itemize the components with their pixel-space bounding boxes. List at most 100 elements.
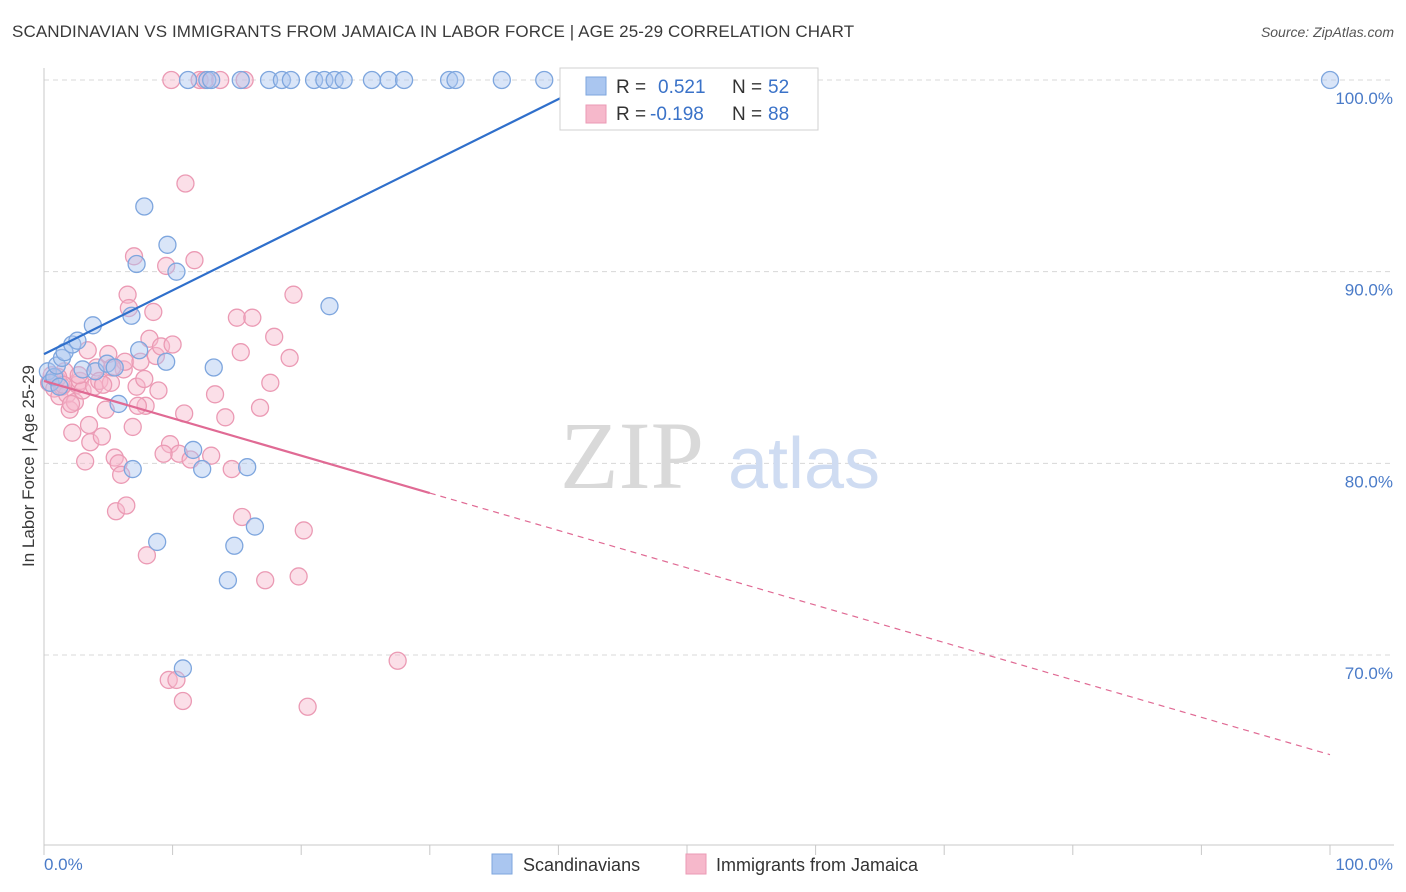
- data-point: [123, 459, 142, 479]
- series-legend: Scandinavians Immigrants from Jamaica: [491, 853, 919, 875]
- data-point: [231, 70, 250, 90]
- data-point: [163, 335, 182, 354]
- data-point: [162, 70, 181, 90]
- watermark: ZIP atlas: [560, 402, 880, 509]
- legend-r-label-blue: R =: [616, 77, 646, 98]
- data-point: [231, 343, 250, 362]
- data-point: [388, 651, 407, 670]
- data-point: [117, 496, 136, 515]
- data-point: [204, 358, 223, 377]
- data-point: [112, 465, 131, 484]
- data-point: [281, 70, 301, 90]
- legend-r-label-pink: R =: [616, 104, 646, 125]
- trend-line-pink-extension: [429, 492, 1331, 756]
- legend-n-value-blue: 52: [768, 77, 789, 98]
- data-point: [1320, 70, 1340, 90]
- data-point: [146, 346, 166, 366]
- data-point: [265, 327, 284, 346]
- data-point: [118, 285, 137, 304]
- data-point: [259, 70, 279, 90]
- data-point: [144, 302, 163, 322]
- data-point: [202, 446, 221, 465]
- data-point: [135, 369, 154, 389]
- legend-r-value-blue: 0.521: [658, 77, 706, 98]
- watermark-atlas: atlas: [728, 424, 880, 504]
- data-point: [235, 70, 254, 90]
- data-point: [202, 70, 221, 90]
- data-point: [169, 444, 189, 463]
- data-point: [149, 381, 168, 400]
- data-point: [298, 697, 317, 716]
- data-point: [130, 341, 149, 360]
- data-point: [135, 197, 154, 216]
- data-point: [114, 360, 133, 379]
- data-point: [76, 452, 95, 471]
- data-point: [222, 459, 241, 479]
- data-point: [362, 70, 382, 90]
- legend-n-label-pink: N =: [732, 104, 762, 125]
- data-point: [50, 377, 69, 396]
- data-point: [173, 659, 193, 678]
- data-point: [61, 394, 81, 414]
- data-point: [158, 235, 177, 254]
- axes: [43, 68, 1394, 855]
- data-point: [243, 308, 262, 327]
- legend-swatch-pink: [585, 104, 607, 124]
- data-point: [157, 256, 176, 276]
- data-point: [105, 358, 124, 377]
- data-point: [304, 70, 324, 90]
- data-point: [123, 417, 142, 437]
- data-point: [250, 398, 270, 417]
- source-credit: Source: ZipAtlas.com: [1260, 24, 1394, 40]
- trend-lines: [43, 79, 1331, 756]
- data-point: [439, 70, 459, 90]
- data-point: [238, 458, 257, 477]
- data-point: [284, 285, 303, 304]
- data-point: [394, 70, 414, 90]
- data-point: [216, 408, 235, 427]
- data-point: [173, 691, 193, 711]
- data-point: [294, 521, 313, 540]
- grid-lines: [44, 79, 1394, 656]
- y-tick-labels: 70.0% 80.0% 90.0% 100.0%: [1335, 89, 1393, 683]
- pink-series-points: [39, 70, 407, 716]
- y-axis-label: In Labor Force | Age 25-29: [19, 365, 38, 567]
- x-tick-max: 100.0%: [1335, 855, 1393, 874]
- legend-swatch-blue: [585, 76, 607, 96]
- data-point: [289, 567, 308, 586]
- bottom-legend-label-pink: Immigrants from Jamaica: [716, 855, 919, 875]
- data-point: [227, 308, 247, 327]
- y-tick-label: 100.0%: [1335, 89, 1393, 108]
- watermark-zip: ZIP: [560, 402, 704, 509]
- data-point: [379, 70, 398, 90]
- bottom-legend-label-blue: Scandinavians: [523, 855, 640, 875]
- data-point: [92, 427, 112, 446]
- data-point: [167, 670, 186, 690]
- data-point: [218, 571, 238, 590]
- blue-series-points: [38, 70, 1340, 678]
- data-point: [185, 251, 204, 270]
- legend-r-value-pink: -0.198: [650, 104, 704, 125]
- data-point: [280, 348, 299, 368]
- y-tick-label: 80.0%: [1345, 472, 1393, 491]
- data-point: [184, 440, 203, 460]
- data-point: [334, 70, 353, 90]
- data-point: [225, 536, 244, 555]
- data-point: [45, 367, 64, 387]
- data-point: [446, 70, 465, 90]
- data-point: [154, 444, 173, 463]
- data-point: [167, 262, 186, 281]
- bottom-legend-swatch-pink: [685, 853, 707, 875]
- data-point: [157, 352, 176, 371]
- data-point: [159, 670, 178, 690]
- bottom-legend-swatch-blue: [491, 853, 513, 875]
- y-tick-label: 90.0%: [1345, 281, 1393, 300]
- data-point: [232, 507, 252, 527]
- data-point: [261, 373, 280, 392]
- chart-title: SCANDINAVIAN VS IMMIGRANTS FROM JAMAICA …: [12, 22, 855, 41]
- y-tick-label: 70.0%: [1345, 664, 1393, 683]
- data-point: [106, 502, 126, 521]
- legend-n-label-blue: N =: [732, 77, 762, 98]
- trend-line-pink: [43, 379, 431, 495]
